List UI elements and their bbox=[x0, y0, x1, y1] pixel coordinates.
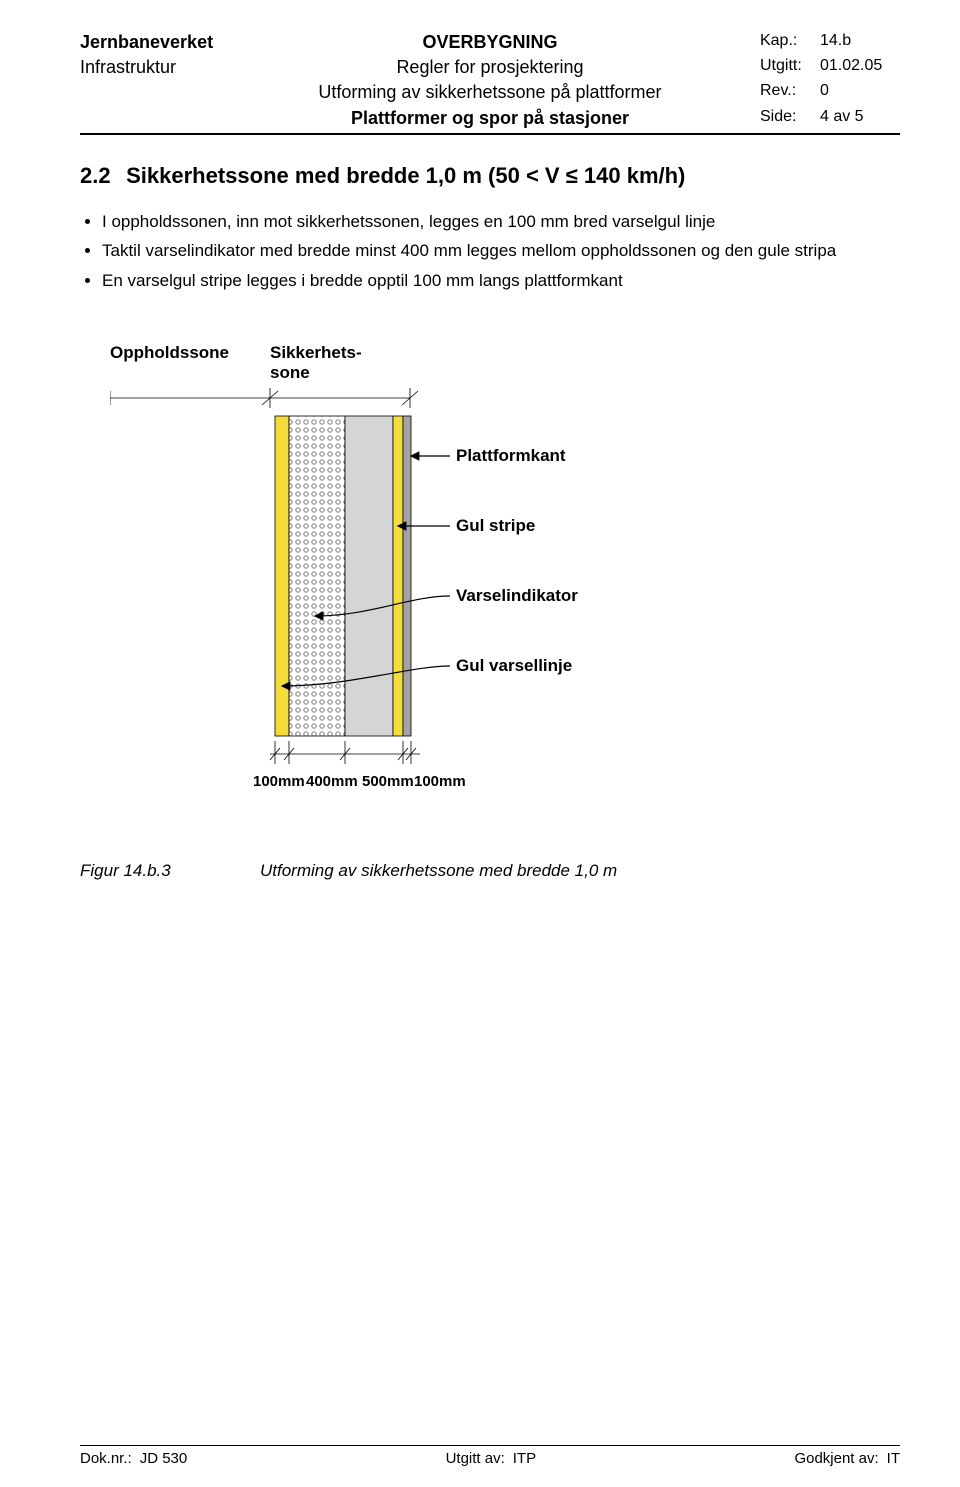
footer-doknr: Dok.nr.: JD 530 bbox=[80, 1450, 187, 1467]
dim-100mm-2: 100mm bbox=[414, 773, 466, 790]
zone-labels: Oppholdssone Sikkerhets- sone bbox=[110, 343, 900, 382]
sikkerhetssone-line2: sone bbox=[270, 363, 310, 382]
page: Jernbaneverket OVERBYGNING Kap.: 14.b In… bbox=[0, 0, 960, 1487]
figure-text: Utforming av sikkerhetssone med bredde 1… bbox=[260, 861, 617, 881]
document-header: Jernbaneverket OVERBYGNING Kap.: 14.b In… bbox=[80, 30, 900, 135]
svg-label-varselindikator: Varselindikator bbox=[456, 586, 578, 605]
bullet-item: En varselgul stripe legges i bredde oppt… bbox=[102, 268, 900, 294]
header-title-main: OVERBYGNING bbox=[310, 30, 671, 55]
header-meta-kap: Kap.: 14.b bbox=[670, 30, 900, 55]
bullet-item: Taktil varselindikator med bredde minst … bbox=[102, 238, 900, 264]
figure-number: Figur 14.b.3 bbox=[80, 861, 260, 881]
label-oppholdssone: Oppholdssone bbox=[110, 343, 270, 382]
utgitt-label: Utgitt: bbox=[760, 55, 820, 80]
header-org: Jernbaneverket bbox=[80, 30, 310, 55]
bullet-item: I oppholdssonen, inn mot sikkerhetssonen… bbox=[102, 209, 900, 235]
header-meta-utgitt: Utgitt: 01.02.05 bbox=[670, 55, 900, 80]
doknr-label: Dok.nr.: bbox=[80, 1450, 132, 1467]
header-meta-rev: Rev.: 0 bbox=[670, 80, 900, 105]
sikkerhetssone-line1: Sikkerhets- bbox=[270, 343, 362, 362]
utgitt-val: 01.02.05 bbox=[820, 55, 900, 80]
section-number: 2.2 bbox=[80, 163, 120, 189]
godkjent-av-label: Godkjent av: bbox=[794, 1450, 878, 1467]
header-meta-side: Side: 4 av 5 bbox=[670, 106, 900, 131]
dim-400mm: 400mm bbox=[306, 773, 358, 790]
bullet-list: I oppholdssonen, inn mot sikkerhetssonen… bbox=[80, 209, 900, 298]
section-heading: 2.2 Sikkerhetssone med bredde 1,0 m (50 … bbox=[80, 163, 900, 189]
doknr-val: JD 530 bbox=[140, 1450, 188, 1467]
figure-caption: Figur 14.b.3 Utforming av sikkerhetssone… bbox=[80, 861, 900, 881]
kap-val: 14.b bbox=[820, 30, 900, 55]
platform-diagram: Oppholdssone Sikkerhets- sone bbox=[110, 343, 900, 821]
header-subtitle1: Regler for prosjektering bbox=[310, 55, 671, 80]
dim-100mm-1: 100mm bbox=[253, 773, 305, 790]
svg-label-gul-stripe: Gul stripe bbox=[456, 516, 535, 535]
header-subtitle3: Plattformer og spor på stasjoner bbox=[310, 106, 671, 131]
dim-500mm: 500mm bbox=[362, 773, 414, 790]
utgitt-av-val: ITP bbox=[513, 1450, 536, 1467]
godkjent-av-val: IT bbox=[887, 1450, 900, 1467]
svg-label-plattformkant: Plattformkant bbox=[456, 446, 566, 465]
rev-val: 0 bbox=[820, 80, 900, 105]
svg-label-gul-varsellinje: Gul varsellinje bbox=[456, 656, 572, 675]
section-title: Sikkerhetssone med bredde 1,0 m (50 < V … bbox=[126, 163, 685, 188]
rev-label: Rev.: bbox=[760, 80, 820, 105]
footer-godkjent-av: Godkjent av: IT bbox=[794, 1450, 900, 1467]
document-footer: Dok.nr.: JD 530 Utgitt av: ITP Godkjent … bbox=[80, 1445, 900, 1467]
header-dept: Infrastruktur bbox=[80, 55, 310, 80]
utgitt-av-label: Utgitt av: bbox=[446, 1450, 505, 1467]
diagram-svg: Plattformkant Gul stripe Varselindikator… bbox=[110, 386, 630, 816]
side-val: 4 av 5 bbox=[820, 106, 900, 131]
kap-label: Kap.: bbox=[760, 30, 820, 55]
label-sikkerhetssone: Sikkerhets- sone bbox=[270, 343, 420, 382]
side-label: Side: bbox=[760, 106, 820, 131]
header-subtitle2: Utforming av sikkerhetssone på plattform… bbox=[310, 80, 671, 105]
footer-utgitt-av: Utgitt av: ITP bbox=[446, 1450, 537, 1467]
